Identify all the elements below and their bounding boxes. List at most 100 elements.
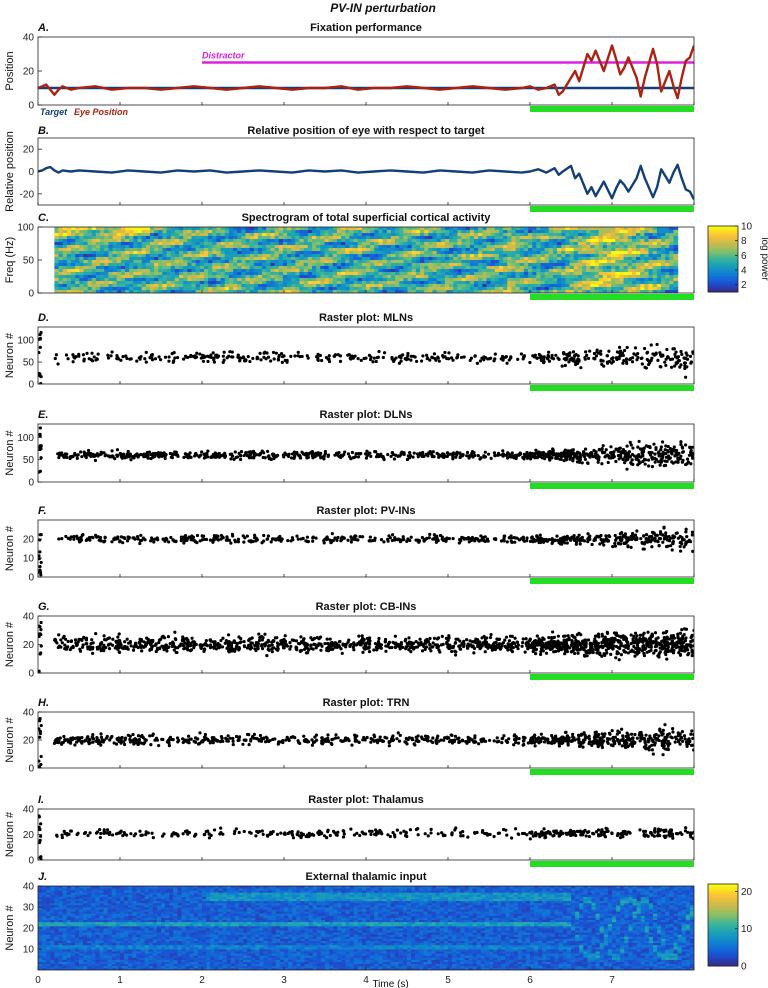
spectrogram-cell xyxy=(652,263,658,267)
spectrogram-cell xyxy=(66,281,72,285)
spectrogram-cell xyxy=(216,230,222,234)
spectrogram-cell xyxy=(216,233,222,237)
spectrogram-cell xyxy=(66,230,72,234)
spectrogram-cell xyxy=(191,251,197,255)
spike xyxy=(562,459,566,463)
spectrogram-cell xyxy=(469,245,475,249)
spectrogram-cell xyxy=(71,257,76,261)
spectrogram-cell xyxy=(95,254,101,258)
spectrogram-cell xyxy=(145,287,151,291)
spectrogram-cell xyxy=(71,245,76,249)
spectrogram-cell xyxy=(108,275,114,279)
spectrogram-cell xyxy=(336,245,342,249)
spectrogram-cell xyxy=(266,230,272,234)
spectrogram-cell xyxy=(145,251,151,255)
spectrogram-cell xyxy=(341,290,346,293)
spectrogram-cell xyxy=(179,290,184,293)
spectrogram-cell xyxy=(602,248,608,252)
spectrogram-cell xyxy=(100,254,105,258)
spectrogram-cell xyxy=(370,254,375,258)
spectrogram-cell xyxy=(619,233,625,237)
spike xyxy=(489,356,493,360)
spectrogram-cell xyxy=(561,245,567,249)
spectrogram-cell xyxy=(544,284,550,288)
spectrogram-cell xyxy=(154,269,159,273)
spectrogram-cell xyxy=(565,239,571,243)
spectrogram-cell xyxy=(170,278,176,282)
spectrogram-cell xyxy=(349,251,355,255)
spectrogram-cell xyxy=(523,242,529,246)
spectrogram-cell xyxy=(79,239,85,243)
spike xyxy=(230,355,234,359)
spectrogram-cell xyxy=(673,233,679,237)
spectrogram-cell xyxy=(66,251,72,255)
spectrogram-cell xyxy=(374,260,380,264)
spectrogram-cell xyxy=(212,287,218,291)
spike xyxy=(569,358,573,362)
spectrogram-cell xyxy=(349,245,355,249)
spectrogram-cell xyxy=(652,245,658,249)
spike xyxy=(511,454,515,458)
spectrogram-cell xyxy=(552,281,558,285)
spectrogram-cell xyxy=(469,251,475,255)
spectrogram-cell xyxy=(245,239,251,243)
spectrogram-cell xyxy=(145,233,151,237)
spectrogram-cell xyxy=(498,233,504,237)
spectrogram-cell xyxy=(328,236,334,240)
spectrogram-cell xyxy=(187,287,193,291)
spectrogram-cell xyxy=(174,281,180,285)
spike xyxy=(676,452,680,456)
spectrogram-cell xyxy=(432,275,438,279)
spectrogram-cell xyxy=(453,260,459,264)
spectrogram-cell xyxy=(353,272,359,276)
spike xyxy=(578,453,582,457)
spectrogram-cell xyxy=(378,278,384,282)
spectrogram-cell xyxy=(249,245,255,249)
spectrogram-cell xyxy=(158,281,164,285)
spectrogram-cell xyxy=(399,263,404,267)
spectrogram-cell xyxy=(469,272,475,276)
spectrogram-cell xyxy=(104,260,110,264)
spectrogram-cell xyxy=(478,245,483,249)
spectrogram-cell xyxy=(548,242,554,246)
spectrogram-cell xyxy=(361,272,367,276)
spectrogram-cell xyxy=(311,251,317,255)
spectrogram-cell xyxy=(673,227,679,231)
spectrogram-cell xyxy=(494,239,500,243)
spectrogram-cell xyxy=(453,236,459,240)
spectrogram-cell xyxy=(536,272,542,276)
spectrogram-cell xyxy=(486,278,492,282)
spectrogram-cell xyxy=(257,278,263,282)
spectrogram-cell xyxy=(170,287,176,291)
spectrogram-cell xyxy=(295,251,301,255)
spectrogram-cell xyxy=(228,290,234,293)
spectrogram-cell xyxy=(336,239,342,243)
spectrogram-cell xyxy=(137,281,143,285)
spike xyxy=(552,357,556,361)
spectrogram-cell xyxy=(257,242,263,246)
spectrogram-cell xyxy=(54,227,60,231)
spectrogram-cell xyxy=(515,230,521,234)
spectrogram-cell xyxy=(415,251,421,255)
spectrogram-cell xyxy=(299,275,305,279)
spectrogram-cell xyxy=(120,263,126,267)
spectrogram-cell xyxy=(544,236,550,240)
spectrogram-cell xyxy=(370,227,375,231)
spectrogram-cell xyxy=(490,227,496,231)
spike xyxy=(280,360,284,364)
spectrogram-cell xyxy=(503,233,508,237)
spectrogram-cell xyxy=(274,290,280,293)
spectrogram-cell xyxy=(619,287,625,291)
spectrogram-cell xyxy=(627,269,633,273)
spectrogram-cell xyxy=(245,233,251,237)
spectrogram-cell xyxy=(544,239,550,243)
spike xyxy=(367,353,372,357)
spectrogram-cell xyxy=(66,260,72,264)
spectrogram-cell xyxy=(569,272,575,276)
spectrogram-cell xyxy=(656,284,662,288)
spectrogram-cell xyxy=(257,290,263,293)
spectrogram-cell xyxy=(366,245,371,249)
spectrogram-cell xyxy=(324,251,330,255)
spectrogram-cell xyxy=(403,269,409,273)
spectrogram-cell xyxy=(594,272,600,276)
